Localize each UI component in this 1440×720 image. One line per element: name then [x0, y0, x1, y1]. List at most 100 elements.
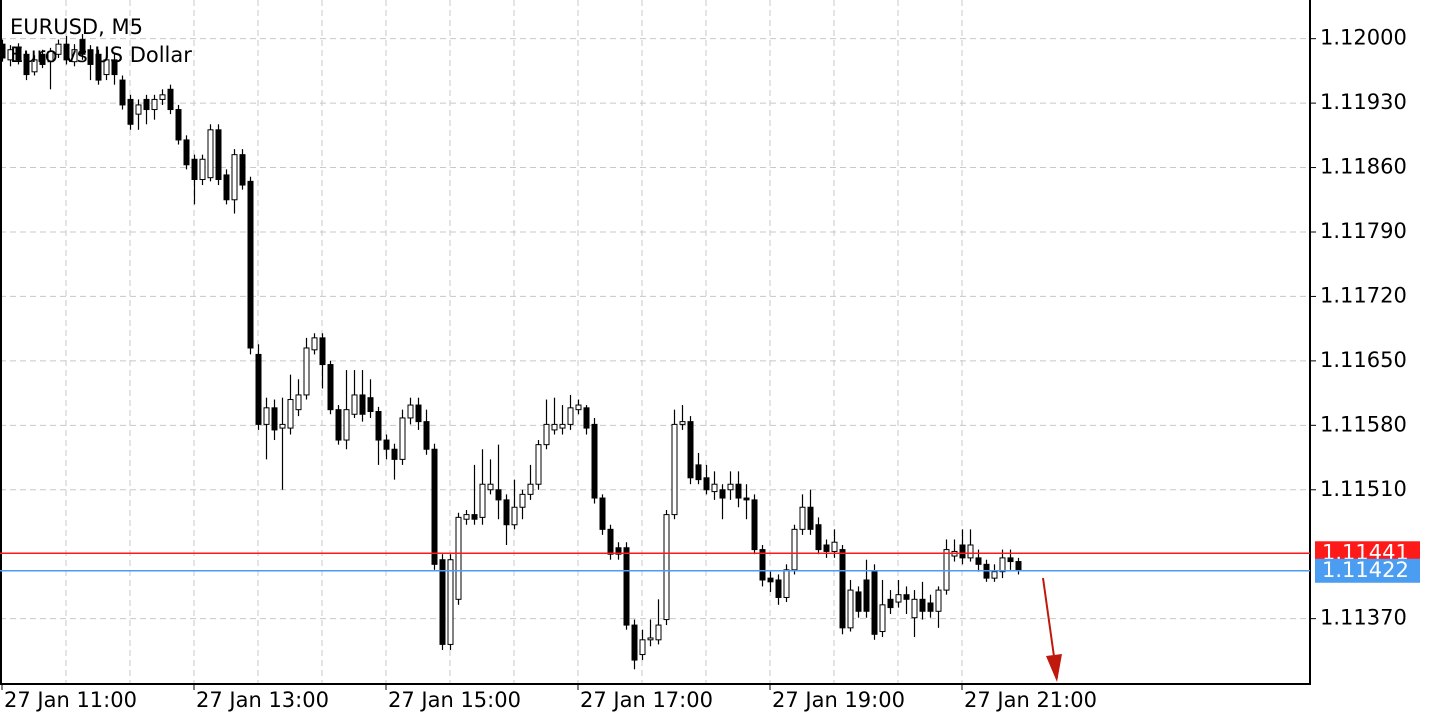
y-tick-label: 1.11860: [1320, 155, 1407, 179]
x-tick-label: 27 Jan 11:00: [4, 688, 137, 712]
candle-body: [863, 579, 870, 612]
candle-body: [583, 407, 590, 429]
candle-body: [511, 506, 518, 526]
candle-body: [703, 477, 710, 491]
candle-body: [831, 541, 838, 552]
x-tick-label: 27 Jan 21:00: [964, 688, 1097, 712]
candle-body: [543, 423, 550, 446]
candle-body: [799, 506, 806, 530]
candle-body: [359, 394, 366, 415]
candle-body: [991, 571, 998, 579]
candle-body: [303, 347, 310, 396]
candle-body: [807, 506, 814, 530]
arrow-head: [1046, 654, 1062, 682]
candle-body: [39, 53, 46, 65]
candle-body: [455, 516, 462, 600]
candle-body: [959, 544, 966, 559]
x-tick-label: 27 Jan 13:00: [196, 688, 329, 712]
candle-body: [111, 59, 118, 76]
candle-body: [503, 499, 510, 526]
candle-body: [647, 637, 654, 641]
candle-body: [471, 514, 478, 520]
candle-body: [591, 423, 598, 499]
candle-body: [335, 409, 342, 441]
candle-body: [615, 547, 622, 555]
candle-body: [383, 439, 390, 450]
candle-body: [823, 544, 830, 552]
candle-body: [487, 483, 494, 491]
candle-body: [279, 423, 286, 429]
price-label: 1.11422: [1322, 558, 1409, 582]
candle-body: [999, 557, 1006, 573]
candle-body: [751, 499, 758, 551]
candle-body: [463, 514, 470, 520]
candle-body: [95, 53, 102, 81]
candle-body: [431, 448, 438, 565]
candle-body: [103, 59, 110, 76]
candle-body: [839, 549, 846, 629]
candle-body: [119, 79, 126, 106]
candle-body: [63, 43, 70, 61]
candle-body: [943, 549, 950, 591]
candle-body: [927, 602, 934, 612]
candle-body: [887, 598, 894, 609]
candle-body: [775, 579, 782, 598]
candle-body: [727, 483, 734, 491]
candle-body: [847, 589, 854, 629]
candle-body: [391, 448, 398, 460]
candle-body: [815, 524, 822, 551]
candle-body: [135, 104, 142, 115]
candle-body: [743, 497, 750, 501]
candle-body: [151, 98, 158, 111]
candle-body: [559, 423, 566, 429]
grid: [0, 0, 1310, 684]
chart-subtitle: Euro vs US Dollar: [10, 43, 192, 67]
candle-body: [687, 421, 694, 479]
candle-body: [215, 129, 222, 181]
y-tick-label: 1.11510: [1320, 477, 1407, 501]
candle-body: [223, 174, 230, 201]
candle-body: [671, 423, 678, 516]
candle-body: [871, 571, 878, 635]
candle-body: [423, 421, 430, 450]
candle-body: [23, 53, 30, 76]
price-label-box: [1315, 558, 1420, 583]
candle-body: [655, 624, 662, 641]
y-tick-label: 1.11370: [1320, 606, 1407, 630]
candle-body: [791, 528, 798, 571]
candle-body: [911, 598, 918, 619]
candle-body: [183, 139, 190, 166]
candle-body: [255, 353, 262, 425]
candle-body: [159, 94, 166, 100]
candle-body: [855, 591, 862, 612]
candle-body: [599, 497, 606, 530]
x-tick-label: 27 Jan 15:00: [388, 688, 521, 712]
candle-body: [679, 421, 686, 425]
candle-body: [439, 559, 446, 645]
candle-body: [175, 109, 182, 141]
candle-body: [191, 158, 198, 181]
candle-body: [47, 51, 54, 63]
y-tick-label: 1.12000: [1320, 26, 1407, 50]
candle-body: [567, 407, 574, 425]
candle-body: [71, 49, 78, 63]
candle-body: [207, 129, 214, 179]
candle-body: [879, 604, 886, 633]
candle-body: [87, 49, 94, 65]
candle-body: [55, 43, 62, 55]
candle-body: [967, 544, 974, 559]
candle-body: [31, 59, 38, 73]
candle-body: [607, 528, 614, 555]
candle-body: [759, 549, 766, 581]
candle-body: [327, 364, 334, 411]
candles: [0, 34, 1022, 670]
candle-body: [783, 569, 790, 598]
candle-body: [903, 594, 910, 600]
candle-body: [575, 404, 582, 411]
candle-body: [663, 514, 670, 621]
candle-body: [631, 624, 638, 661]
candle-body: [735, 483, 742, 499]
candle-body: [767, 577, 774, 583]
candle-body: [551, 423, 558, 431]
